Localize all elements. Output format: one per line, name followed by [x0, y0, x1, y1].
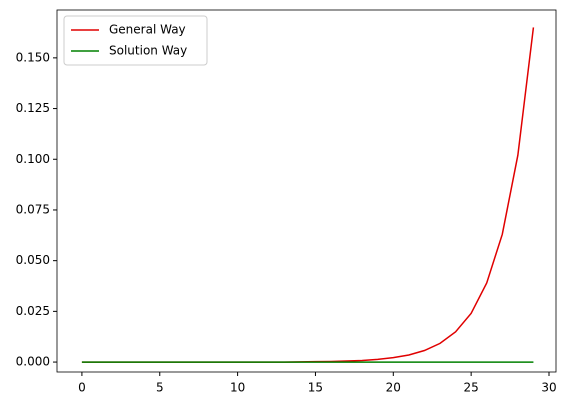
legend-label: General Way	[109, 23, 186, 37]
legend-label: Solution Way	[109, 44, 187, 58]
x-tick-label: 0	[78, 381, 86, 395]
x-tick-label: 20	[386, 381, 401, 395]
y-tick-label: 0.075	[16, 202, 50, 216]
y-tick-label: 0.100	[16, 152, 50, 166]
x-tick-label: 10	[230, 381, 245, 395]
line-series	[81, 27, 535, 363]
legend-box	[63, 15, 208, 66]
y-tick-label: 0.125	[16, 101, 50, 115]
y-tick-label: 0.050	[16, 253, 50, 267]
y-tick-label: 0.025	[16, 304, 50, 318]
x-tick-label: 25	[464, 381, 479, 395]
y-tick-label: 0.150	[16, 50, 50, 64]
axes-frame	[56, 9, 557, 373]
y-tick-label: 0.000	[16, 355, 50, 369]
x-tick-label: 5	[156, 381, 164, 395]
x-tick-label: 30	[541, 381, 556, 395]
x-tick-label: 15	[308, 381, 323, 395]
